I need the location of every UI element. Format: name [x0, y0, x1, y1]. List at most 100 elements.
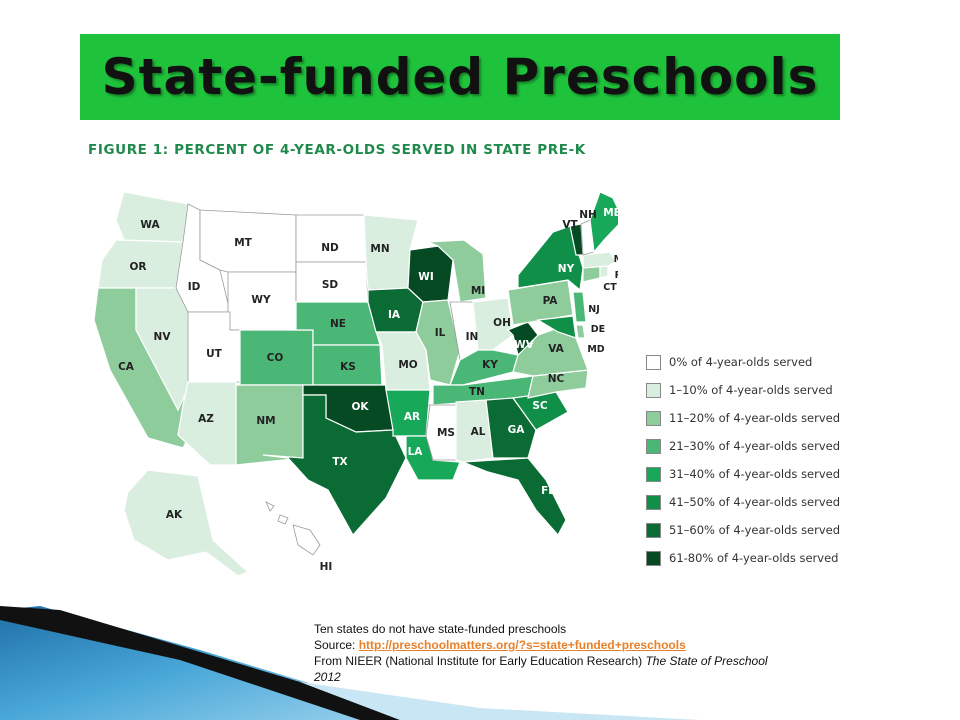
publication-title: The State of Preschool 2012	[314, 654, 768, 684]
state-label-GA: GA	[508, 424, 526, 436]
state-label-IA: IA	[388, 309, 401, 321]
state-label-MS: MS	[437, 427, 455, 439]
legend-label: 1–10% of 4-year-olds served	[669, 383, 833, 397]
state-label-IL: IL	[435, 327, 446, 339]
state-label-AK: AK	[166, 509, 183, 521]
state-label-OR: OR	[129, 261, 146, 273]
state-label-IN: IN	[466, 331, 479, 343]
legend-label: 21–30% of 4-year-olds served	[669, 439, 841, 453]
state-NC	[527, 369, 589, 399]
state-label-MA: MA	[614, 254, 618, 265]
footer-light-swoosh	[300, 682, 700, 720]
legend-item: 11–20% of 4-year-olds served	[646, 408, 840, 428]
title-banner: State-funded Preschools	[80, 34, 840, 120]
legend-swatch	[646, 494, 661, 510]
state-label-RI: RI	[615, 270, 618, 281]
legend-swatch	[646, 550, 661, 566]
us-map: WA OR CA NV ID MT WY UT AZ CO NM ND SD NE KS OK TX MN IA MO…	[93, 191, 618, 577]
legend-swatch	[646, 438, 661, 454]
state-label-VT: VT	[562, 219, 578, 231]
state-label-MO: MO	[398, 359, 417, 371]
state-label-NE: NE	[330, 318, 346, 330]
state-label-TX: TX	[332, 456, 347, 468]
state-label-AR: AR	[404, 411, 420, 423]
state-label-TN: TN	[469, 386, 485, 398]
state-label-LA: LA	[408, 446, 424, 458]
state-label-NH: NH	[579, 209, 597, 221]
footer-dark-stripe	[0, 606, 400, 720]
legend-swatch	[646, 382, 661, 398]
legend-label: 11–20% of 4-year-olds served	[669, 411, 841, 425]
state-MA	[582, 251, 617, 269]
legend-item: 61-80% of 4-year-olds served	[646, 548, 838, 568]
state-FL	[462, 457, 567, 537]
state-label-KY: KY	[482, 359, 498, 371]
legend-item: 0% of 4-year-olds served	[646, 352, 812, 372]
state-label-NJ: NJ	[588, 304, 600, 315]
state-label-DE: DE	[591, 324, 605, 335]
legend-swatch	[646, 466, 661, 482]
state-label-CT: CT	[603, 282, 617, 293]
legend-label: 31–40% of 4-year-olds served	[669, 467, 841, 481]
state-label-MT: MT	[234, 237, 252, 249]
state-label-AZ: AZ	[198, 413, 214, 425]
state-label-MD: MD	[587, 344, 604, 355]
state-label-WY: WY	[251, 294, 271, 306]
state-label-CA: CA	[118, 361, 135, 373]
state-label-AL: AL	[471, 426, 486, 438]
state-MI	[427, 239, 487, 303]
legend-swatch	[646, 522, 661, 538]
state-AK	[123, 469, 250, 577]
legend-label: 41–50% of 4-year-olds served	[669, 495, 841, 509]
legend-label: 0% of 4-year-olds served	[669, 355, 813, 369]
state-NJ	[572, 291, 587, 323]
legend-label: 51–60% of 4-year-olds served	[669, 523, 841, 537]
state-label-NM: NM	[256, 415, 275, 427]
legend-item: 31–40% of 4-year-olds served	[646, 464, 840, 484]
state-KY	[449, 349, 519, 386]
state-label-SC: SC	[532, 400, 548, 412]
state-label-ME: ME	[603, 207, 618, 219]
footer-decoration	[0, 606, 700, 720]
state-label-NV: NV	[154, 331, 172, 343]
state-label-MI: MI	[471, 285, 485, 297]
state-IL	[415, 299, 461, 386]
state-OH	[472, 297, 514, 351]
slide-title: State-funded Preschools	[101, 48, 819, 106]
legend-item: 41–50% of 4-year-olds served	[646, 492, 840, 512]
state-WA	[115, 191, 189, 243]
legend-swatch	[646, 354, 661, 370]
attribution-line: From NIEER (National Institute for Early…	[314, 653, 784, 685]
state-label-VA: VA	[548, 343, 564, 355]
state-label-FL: FL	[541, 485, 555, 497]
state-label-KS: KS	[340, 361, 356, 373]
state-label-WI: WI	[418, 271, 434, 283]
state-AZ	[177, 381, 237, 466]
state-label-ND: ND	[321, 242, 339, 254]
state-label-WA: WA	[140, 219, 160, 231]
state-label-SD: SD	[322, 279, 339, 291]
source-prefix: Source:	[314, 638, 359, 652]
state-ME	[589, 191, 618, 254]
legend-item: 1–10% of 4-year-olds served	[646, 380, 833, 400]
state-RI	[599, 265, 609, 279]
state-label-CO: CO	[267, 352, 284, 364]
state-ND	[295, 214, 367, 263]
state-HI	[265, 501, 321, 556]
state-label-NC: NC	[548, 373, 565, 385]
legend-item: 51–60% of 4-year-olds served	[646, 520, 840, 540]
state-label-UT: UT	[206, 348, 223, 360]
state-label-HI: HI	[320, 561, 333, 573]
source-line: Source: http://preschoolmatters.org/?s=s…	[314, 637, 784, 653]
state-label-OH: OH	[493, 317, 511, 329]
legend-item: 21–30% of 4-year-olds served	[646, 436, 840, 456]
state-CT	[582, 265, 601, 283]
state-DE	[575, 324, 586, 339]
states-group	[93, 191, 618, 577]
state-label-MN: MN	[370, 243, 389, 255]
no-preschool-note: Ten states do not have state-funded pres…	[314, 622, 567, 636]
state-label-WV: WV	[514, 339, 535, 351]
legend-swatch	[646, 410, 661, 426]
source-link[interactable]: http://preschoolmatters.org/?s=state+fun…	[358, 638, 686, 652]
notes-block: Ten states do not have state-funded pres…	[314, 621, 784, 685]
